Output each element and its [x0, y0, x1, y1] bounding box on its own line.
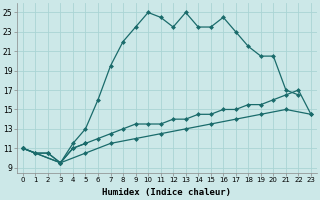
- X-axis label: Humidex (Indice chaleur): Humidex (Indice chaleur): [102, 188, 231, 197]
